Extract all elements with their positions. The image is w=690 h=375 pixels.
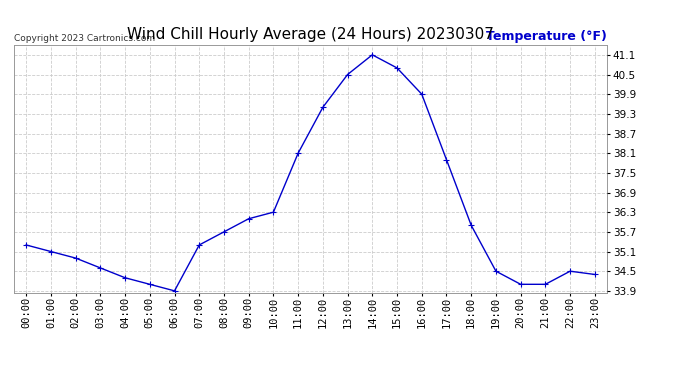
Title: Wind Chill Hourly Average (24 Hours) 20230307: Wind Chill Hourly Average (24 Hours) 202… [127,27,494,42]
Text: Copyright 2023 Cartronics.com: Copyright 2023 Cartronics.com [14,33,155,42]
Text: Temperature (°F): Temperature (°F) [486,30,607,42]
